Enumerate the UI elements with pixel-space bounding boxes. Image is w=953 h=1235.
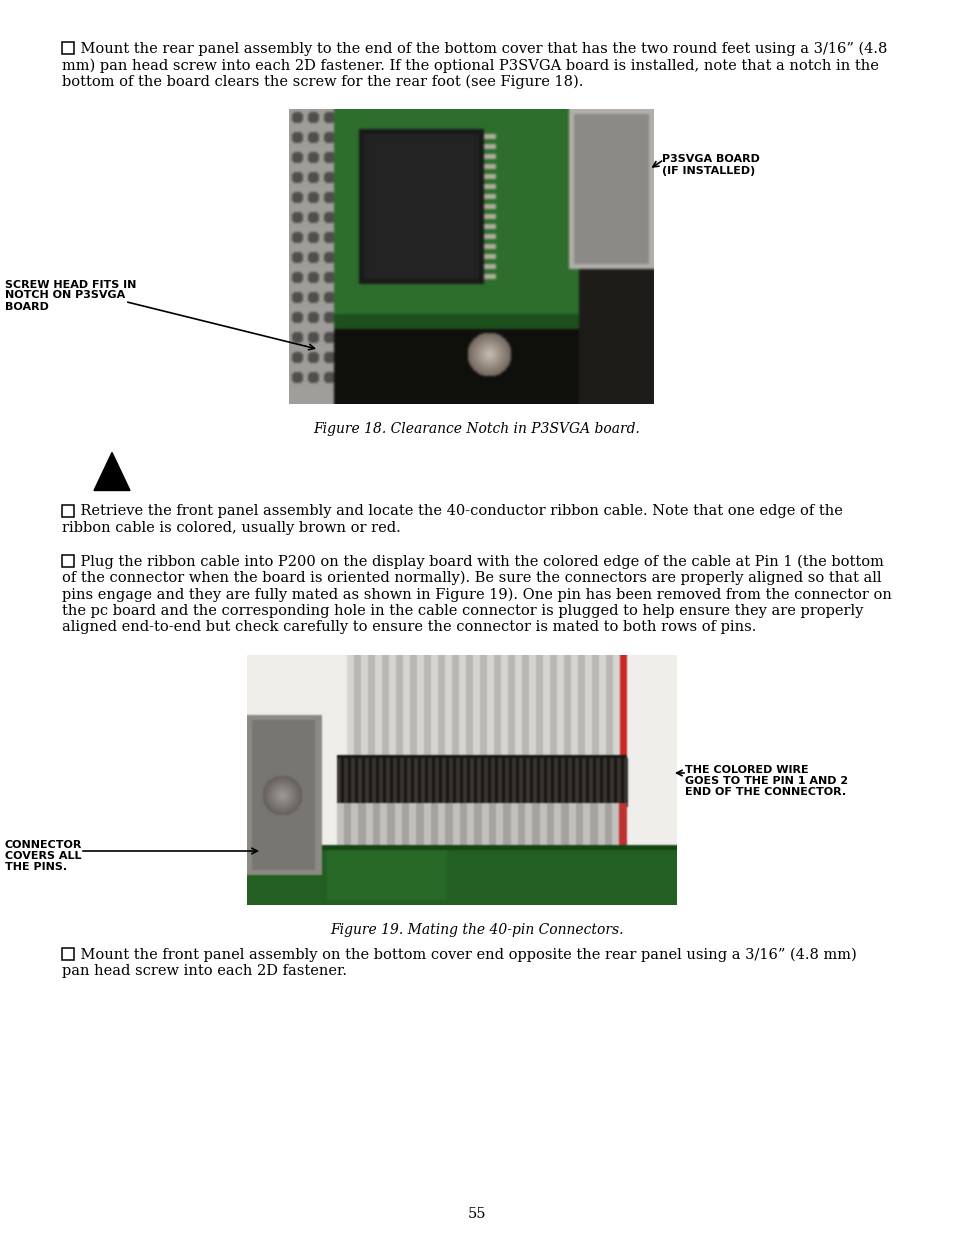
Text: Mount the front panel assembly on the bottom cover end opposite the rear panel u: Mount the front panel assembly on the bo… (62, 948, 856, 962)
Text: Mount the rear panel assembly to the end of the bottom cover that has the two ro: Mount the rear panel assembly to the end… (62, 42, 886, 57)
Text: Figure 18. Clearance Notch in P3SVGA board.: Figure 18. Clearance Notch in P3SVGA boa… (314, 422, 639, 436)
Bar (62, 948, 74, 960)
Text: !: ! (107, 461, 116, 480)
Text: P3SVGA BOARD: P3SVGA BOARD (661, 154, 760, 164)
Polygon shape (94, 452, 130, 490)
Bar (62, 555, 74, 567)
Text: SCREW HEAD FITS IN: SCREW HEAD FITS IN (5, 279, 136, 289)
Text: pan head screw into each 2D fastener.: pan head screw into each 2D fastener. (62, 965, 347, 978)
Text: of the connector when the board is oriented normally). Be sure the connectors ar: of the connector when the board is orien… (62, 571, 881, 585)
Text: NOTCH ON P3SVGA: NOTCH ON P3SVGA (5, 290, 125, 300)
Text: aligned end-to-end but check carefully to ensure the connector is mated to both : aligned end-to-end but check carefully t… (62, 620, 756, 635)
Text: 55: 55 (467, 1207, 486, 1221)
Bar (62, 505, 74, 516)
Text: Plug the ribbon cable into P200 on the display board with the colored edge of th: Plug the ribbon cable into P200 on the d… (62, 555, 882, 569)
Text: pins engage and they are fully mated as shown in Figure 19). One pin has been re: pins engage and they are fully mated as … (62, 588, 891, 601)
Text: THE PINS.: THE PINS. (5, 862, 67, 872)
Text: GOES TO THE PIN 1 AND 2: GOES TO THE PIN 1 AND 2 (684, 776, 847, 785)
Text: BOARD: BOARD (5, 301, 49, 311)
Text: ribbon cable is colored, usually brown or red.: ribbon cable is colored, usually brown o… (62, 521, 400, 535)
Text: THE COLORED WIRE: THE COLORED WIRE (684, 764, 808, 776)
Text: COVERS ALL: COVERS ALL (5, 851, 81, 861)
Text: the pc board and the corresponding hole in the cable connector is plugged to hel: the pc board and the corresponding hole … (62, 604, 862, 618)
Text: Figure 19. Mating the 40-pin Connectors.: Figure 19. Mating the 40-pin Connectors. (330, 923, 623, 937)
Text: bottom of the board clears the screw for the rear foot (see Figure 18).: bottom of the board clears the screw for… (62, 75, 583, 89)
Text: END OF THE CONNECTOR.: END OF THE CONNECTOR. (684, 787, 845, 797)
Text: (IF INSTALLED): (IF INSTALLED) (661, 165, 755, 175)
Text: mm) pan head screw into each 2D fastener. If the optional P3SVGA board is instal: mm) pan head screw into each 2D fastener… (62, 58, 878, 73)
Text: CONNECTOR: CONNECTOR (5, 840, 82, 850)
Text: Retrieve the front panel assembly and locate the 40-conductor ribbon cable. Note: Retrieve the front panel assembly and lo… (62, 505, 842, 519)
Bar (62, 42, 74, 54)
